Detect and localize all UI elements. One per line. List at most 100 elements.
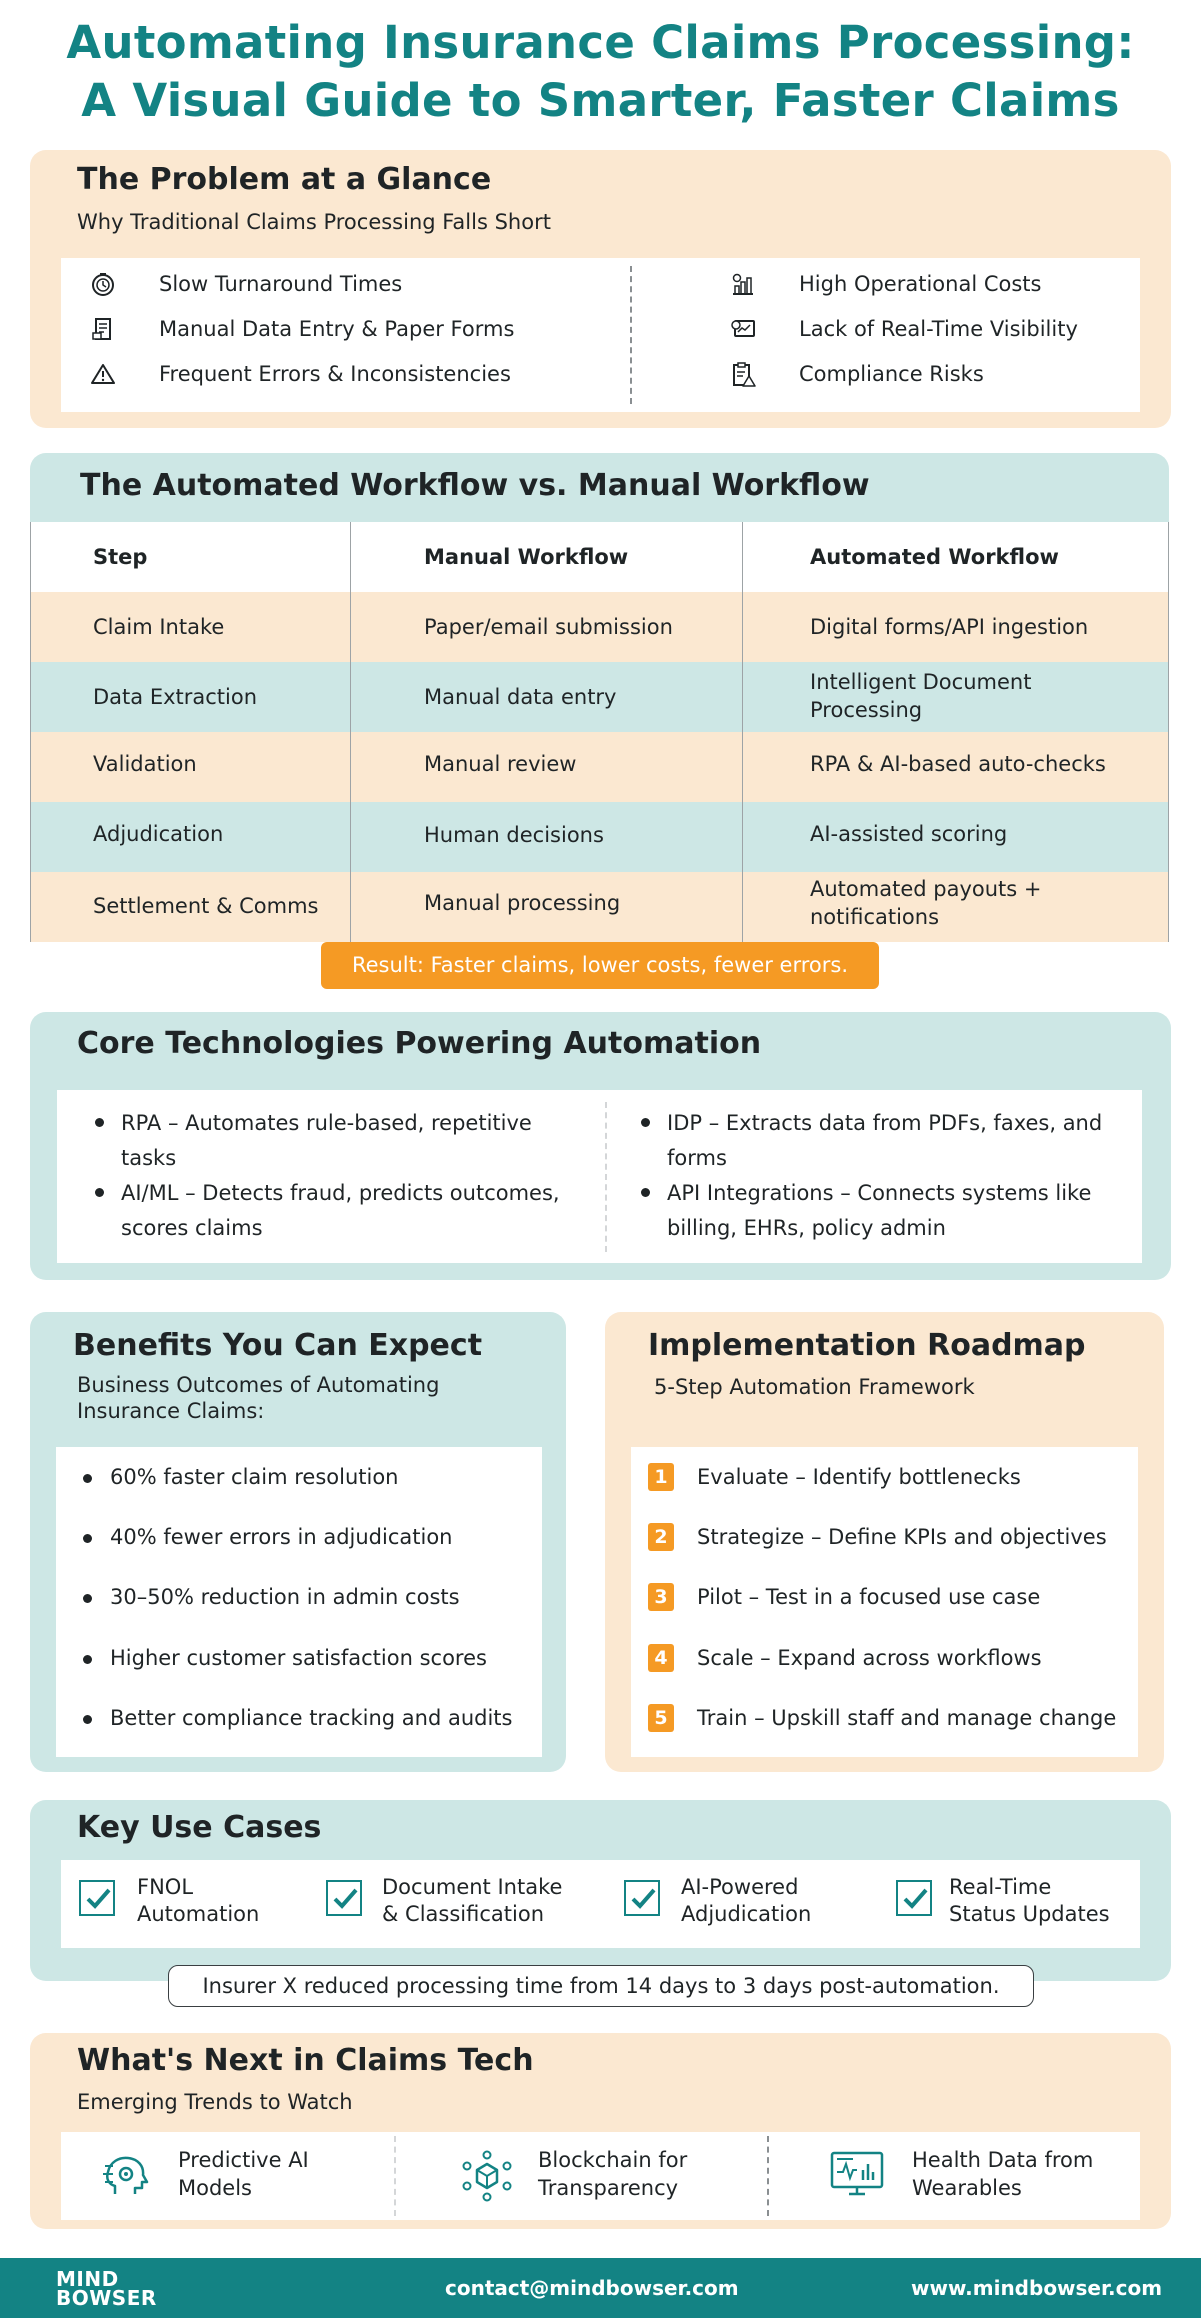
use-cases-heading: Key Use Cases bbox=[77, 1810, 322, 1845]
compliance-clipboard-icon bbox=[729, 360, 757, 388]
table-border-right bbox=[1168, 522, 1169, 942]
step-number-badge: 5 bbox=[648, 1704, 674, 1732]
use-case-document-intake: Document Intake & Classification bbox=[382, 1874, 562, 1928]
table-row: Claim Intake Paper/email submission Digi… bbox=[30, 592, 1169, 662]
roadmap-list-box: 1 Evaluate – Identify bottlenecks 2 Stra… bbox=[631, 1447, 1138, 1757]
row-automated: RPA & AI-based auto-checks bbox=[810, 752, 1106, 776]
problem-list-box: Slow Turnaround Times Manual Data Entry … bbox=[61, 258, 1140, 412]
core-tech-box: RPA – Automates rule-based, repetitive t… bbox=[57, 1090, 1142, 1263]
ai-head-icon bbox=[101, 2154, 153, 2198]
bullet bbox=[95, 1188, 104, 1197]
benefit-item: Higher customer satisfaction scores bbox=[110, 1646, 487, 1670]
tech-api: API Integrations – Connects systems like… bbox=[667, 1181, 1092, 1240]
check-icon bbox=[624, 1880, 660, 1916]
table-row: Adjudication Human decisions AI-assisted… bbox=[30, 802, 1169, 872]
row-automated: Automated payouts + notifications bbox=[810, 877, 1042, 929]
use-case-line: Adjudication bbox=[681, 1902, 812, 1926]
trend-divider bbox=[767, 2136, 769, 2216]
roadmap-step: Pilot – Test in a focused use case bbox=[697, 1585, 1041, 1609]
logo-line-2: BOWSER bbox=[56, 2286, 157, 2310]
use-case-line: & Classification bbox=[382, 1902, 545, 1926]
table-row: Settlement & Comms Manual processing Aut… bbox=[30, 872, 1169, 942]
benefits-list-box: 60% faster claim resolution 40% fewer er… bbox=[56, 1447, 542, 1757]
workflow-heading: The Automated Workflow vs. Manual Workfl… bbox=[80, 468, 870, 503]
check-icon bbox=[896, 1880, 932, 1916]
column-header-step: Step bbox=[93, 545, 148, 569]
tech-rpa: RPA – Automates rule-based, repetitive t… bbox=[121, 1111, 532, 1170]
trend-predictive-ai: Predictive AI Models bbox=[178, 2146, 309, 2202]
warning-icon bbox=[89, 360, 117, 388]
problem-item-slow-turnaround: Slow Turnaround Times bbox=[159, 272, 403, 296]
monitor-icon bbox=[729, 315, 757, 343]
row-manual: Manual processing bbox=[424, 891, 621, 915]
roadmap-step: Train – Upskill staff and manage change bbox=[697, 1706, 1117, 1730]
roadmap-heading: Implementation Roadmap bbox=[648, 1328, 1086, 1363]
use-case-fnol: FNOL Automation bbox=[137, 1874, 259, 1928]
table-row: Validation Manual review RPA & AI-based … bbox=[30, 732, 1169, 802]
benefit-item: 30–50% reduction in admin costs bbox=[110, 1585, 460, 1609]
trends-box: Predictive AI Models Blockchain for Tran… bbox=[61, 2132, 1140, 2220]
bullet bbox=[83, 1594, 92, 1603]
bullet bbox=[83, 1474, 92, 1483]
table-divider-1 bbox=[350, 522, 351, 942]
use-case-ai-adjudication: AI-Powered Adjudication bbox=[681, 1874, 811, 1928]
trend-blockchain: Blockchain for Transparency bbox=[538, 2146, 687, 2202]
table-divider-2 bbox=[742, 522, 743, 942]
benefits-subheading: Business Outcomes of Automating Insuranc… bbox=[77, 1373, 440, 1423]
page-title: Automating Insurance Claims Processing: … bbox=[0, 14, 1201, 130]
bullet bbox=[641, 1118, 650, 1127]
row-manual: Paper/email submission bbox=[424, 615, 673, 639]
row-manual: Manual review bbox=[424, 752, 577, 776]
use-case-line: Real-Time bbox=[949, 1875, 1052, 1899]
row-step: Settlement & Comms bbox=[93, 894, 319, 918]
problem-item-high-costs: High Operational Costs bbox=[799, 272, 1042, 296]
whats-next-section: What's Next in Claims Tech Emerging Tren… bbox=[30, 2033, 1171, 2229]
row-manual: Manual data entry bbox=[424, 685, 617, 709]
problem-subheading: Why Traditional Claims Processing Falls … bbox=[77, 210, 551, 234]
use-case-line: Status Updates bbox=[949, 1902, 1110, 1926]
benefits-section: Benefits You Can Expect Business Outcome… bbox=[30, 1312, 566, 1772]
use-case-line: AI-Powered bbox=[681, 1875, 799, 1899]
row-manual: Human decisions bbox=[424, 823, 604, 847]
table-header-row: Step Manual Workflow Automated Workflow bbox=[30, 522, 1169, 592]
trend-line: Predictive AI bbox=[178, 2148, 309, 2172]
cost-chart-icon bbox=[729, 270, 757, 298]
trend-line: Health Data from bbox=[912, 2148, 1094, 2172]
health-monitor-icon bbox=[829, 2150, 885, 2200]
trend-health-data: Health Data from Wearables bbox=[912, 2146, 1093, 2202]
trend-line: Wearables bbox=[912, 2176, 1022, 2200]
mindbowser-logo[interactable]: MIND BOWSER bbox=[56, 2269, 166, 2310]
case-study-banner: Insurer X reduced processing time from 1… bbox=[168, 1965, 1034, 2007]
footer-website-link[interactable]: www.mindbowser.com bbox=[911, 2276, 1163, 2300]
problem-item-compliance-risks: Compliance Risks bbox=[799, 362, 984, 386]
footer-email-link[interactable]: contact@mindbowser.com bbox=[445, 2276, 739, 2300]
tech-idp: IDP – Extracts data from PDFs, faxes, an… bbox=[667, 1111, 1103, 1170]
check-icon bbox=[326, 1880, 362, 1916]
trend-line: Transparency bbox=[538, 2176, 679, 2200]
core-tech-heading: Core Technologies Powering Automation bbox=[77, 1026, 762, 1061]
benefits-heading: Benefits You Can Expect bbox=[73, 1328, 483, 1363]
use-case-real-time-status: Real-Time Status Updates bbox=[949, 1874, 1110, 1928]
row-step: Claim Intake bbox=[93, 615, 225, 639]
benefit-item: Better compliance tracking and audits bbox=[110, 1706, 513, 1730]
bullet bbox=[83, 1715, 92, 1724]
paper-form-icon bbox=[89, 315, 117, 343]
whats-next-heading: What's Next in Claims Tech bbox=[77, 2043, 534, 2078]
blockchain-icon bbox=[461, 2150, 513, 2202]
benefit-item: 40% fewer errors in adjudication bbox=[110, 1525, 453, 1549]
problem-divider bbox=[630, 266, 632, 404]
roadmap-step: Evaluate – Identify bottlenecks bbox=[697, 1465, 1021, 1489]
row-automated: Intelligent Document Processing bbox=[810, 670, 1032, 722]
row-automated: AI-assisted scoring bbox=[810, 822, 1008, 846]
use-case-line: FNOL bbox=[137, 1875, 194, 1899]
tech-ai-ml: AI/ML – Detects fraud, predicts outcomes… bbox=[121, 1181, 560, 1240]
check-icon bbox=[79, 1880, 115, 1916]
core-tech-section: Core Technologies Powering Automation RP… bbox=[30, 1012, 1171, 1280]
footer: MIND BOWSER contact@mindbowser.com www.m… bbox=[0, 2258, 1201, 2318]
use-cases-box: FNOL Automation Document Intake & Classi… bbox=[61, 1860, 1140, 1948]
step-number-badge: 2 bbox=[648, 1523, 674, 1551]
row-step: Adjudication bbox=[93, 822, 224, 846]
problem-heading: The Problem at a Glance bbox=[77, 162, 492, 197]
row-step: Data Extraction bbox=[93, 685, 258, 709]
use-case-line: Document Intake bbox=[382, 1875, 563, 1899]
